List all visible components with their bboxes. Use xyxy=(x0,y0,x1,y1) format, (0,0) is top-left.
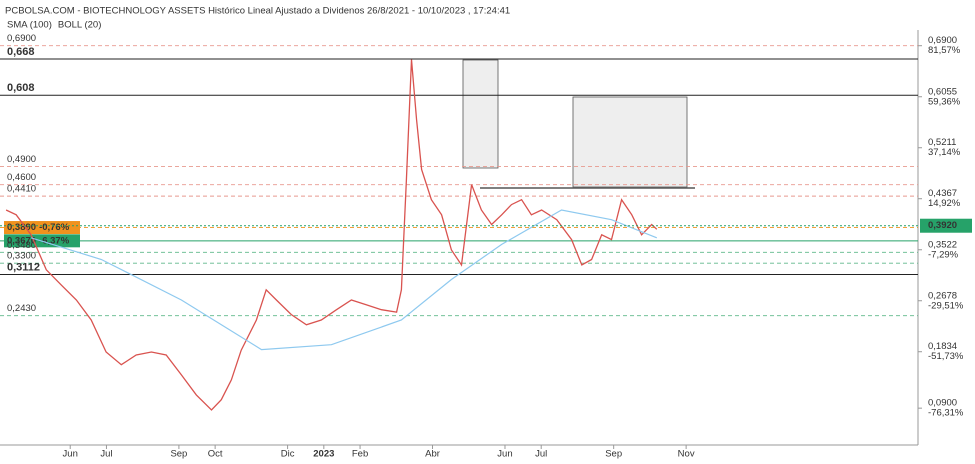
y-tick-label: 0,6900 xyxy=(928,35,957,46)
x-tick-label: Jun xyxy=(497,449,512,460)
level-label: 0,4900 xyxy=(7,154,36,165)
y-tick-label: 0,6055 xyxy=(928,86,957,97)
y-tick-pct: -7,29% xyxy=(928,249,959,260)
y-tick-label: 0,2678 xyxy=(928,290,957,301)
x-tick-label: Abr xyxy=(425,449,440,460)
level-label: 0,2430 xyxy=(7,303,36,314)
x-tick-label: 2023 xyxy=(313,449,334,460)
y-tick-pct: 59,36% xyxy=(928,96,961,107)
y-tick-label: 0,5211 xyxy=(928,137,956,148)
x-tick-label: Jul xyxy=(535,449,547,460)
range-box xyxy=(572,96,688,188)
x-tick-label: Sep xyxy=(170,449,187,460)
level-label: 0,6900 xyxy=(7,33,36,44)
y-tick-pct: 81,57% xyxy=(928,45,961,56)
y-tick-pct: -76,31% xyxy=(928,408,964,419)
indicator-label: BOLL (20) xyxy=(58,20,101,31)
level-label: 0,4600 xyxy=(7,172,36,183)
x-tick-label: Jun xyxy=(63,449,78,460)
y-tick-label: 0,4367 xyxy=(928,188,957,199)
y-tick-label: 0,3522 xyxy=(928,239,957,250)
last-price-label: 0,3920 xyxy=(928,220,957,231)
level-label: 0,3890 xyxy=(7,222,36,233)
series-line xyxy=(5,59,658,411)
y-tick-pct: 14,92% xyxy=(928,198,961,209)
x-tick-label: Dic xyxy=(281,449,295,460)
y-tick-label: 0,0900 xyxy=(928,398,957,409)
level-label: 0,4410 xyxy=(7,184,36,195)
level-note: -6,37% xyxy=(39,235,70,246)
y-tick-pct: 37,14% xyxy=(928,147,961,158)
level-note: -0,76% xyxy=(39,222,70,233)
level-label: 0,608 xyxy=(7,82,35,94)
x-tick-label: Nov xyxy=(678,449,695,460)
chart-title: PCBOLSA.COM - BIOTECHNOLOGY ASSETS Histó… xyxy=(5,6,510,17)
level-label: 0,3112 xyxy=(7,261,40,273)
series-line xyxy=(30,209,658,351)
x-tick-label: Oct xyxy=(208,449,223,460)
y-tick-label: 0,1834 xyxy=(928,341,957,352)
y-tick-pct: -51,73% xyxy=(928,351,964,362)
level-label: 0,3670 xyxy=(7,235,36,246)
level-label: 0,3480 xyxy=(7,240,36,251)
y-tick-pct: -29,51% xyxy=(928,300,964,311)
x-tick-label: Feb xyxy=(352,449,368,460)
x-tick-label: Jul xyxy=(100,449,112,460)
last-price-box xyxy=(920,218,972,233)
level-label: 0,668 xyxy=(7,46,35,58)
range-box xyxy=(462,59,499,169)
level-label: 0,3300 xyxy=(7,251,36,262)
x-tick-label: Sep xyxy=(605,449,622,460)
indicator-label: SMA (100) xyxy=(7,20,52,31)
